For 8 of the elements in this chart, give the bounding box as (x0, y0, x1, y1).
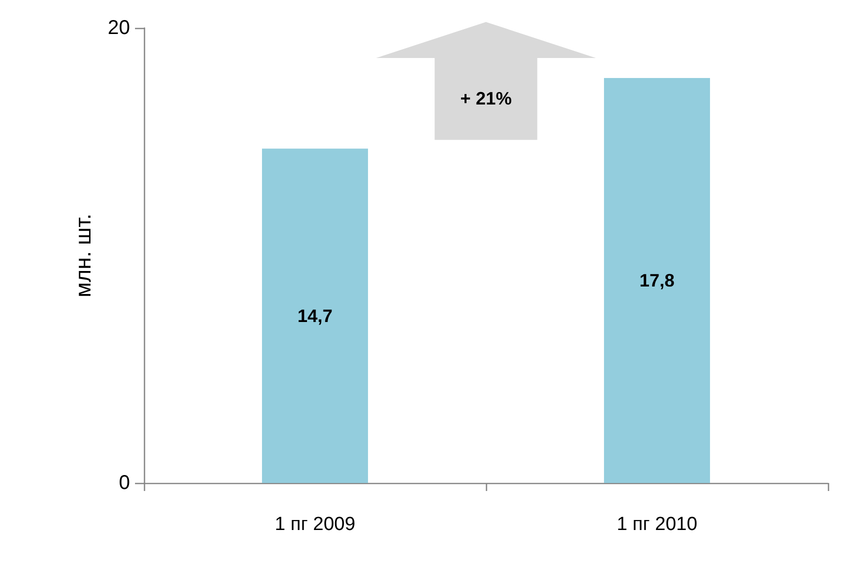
y-axis-title: млн. шт. (70, 214, 96, 298)
x-tick-label: 1 пг 2009 (274, 514, 356, 535)
data-label: 14,7 (297, 306, 333, 326)
y-tick-label: 0 (118, 472, 130, 494)
y-tick-label: 20 (108, 17, 130, 39)
annotation: + 21% (460, 88, 512, 110)
x-tick-label: 1 пг 2010 (616, 514, 698, 535)
data-label: 17,8 (639, 270, 675, 291)
